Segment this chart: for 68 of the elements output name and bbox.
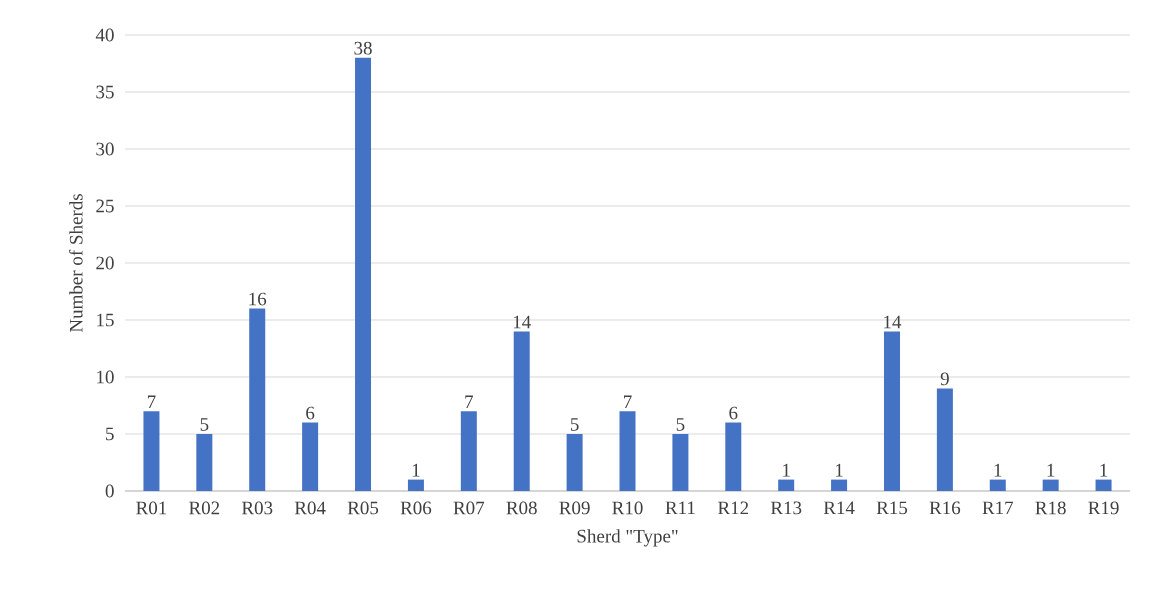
data-label: 16 [249,292,267,306]
x-tick-label: R14 [823,501,855,515]
x-tick-label: R01 [136,501,167,515]
bar [566,434,583,491]
bar [936,388,953,491]
x-tick-label: R04 [294,501,326,515]
data-label: 7 [465,395,474,408]
data-label: 14 [513,315,531,329]
y-axis-title: Number of Sherds [69,194,83,333]
x-tick-label: R19 [1088,501,1119,515]
data-label: 6 [729,406,738,420]
y-tick-label: 25 [96,199,114,213]
x-tick-label: R06 [400,501,432,515]
y-tick-label: 40 [95,28,114,42]
data-label: 1 [783,463,790,477]
x-tick-label: R12 [718,501,749,515]
x-tick-label: R10 [612,501,643,515]
bar [513,331,530,491]
y-tick-label: 10 [97,370,114,384]
data-label: 5 [200,418,209,431]
bar [355,57,372,491]
x-tick-label: R02 [189,501,220,515]
x-tick-label: R15 [876,501,908,515]
y-tick-label: 35 [96,85,114,99]
bar [778,479,795,491]
data-label: 6 [306,406,315,420]
bar [619,411,636,491]
bar [831,479,848,491]
bar [725,422,742,491]
bar [302,422,319,491]
data-label: 1 [836,463,843,477]
y-tick-label: 20 [96,256,114,270]
data-label: 7 [624,395,632,408]
x-tick-label: R05 [347,501,379,515]
x-tick-label: R08 [506,501,537,515]
data-label: 9 [940,372,949,386]
bar [196,434,213,491]
bar [249,308,266,491]
bar [1095,479,1112,491]
data-label: 7 [147,395,156,408]
x-tick-label: R13 [770,501,802,515]
bar [1042,479,1059,491]
bar [407,479,424,491]
data-label: 14 [884,315,902,329]
x-tick-label: R07 [453,501,485,515]
data-label: 1 [412,463,420,477]
y-tick-label: 0 [105,484,114,498]
x-tick-label: R03 [241,501,273,515]
data-label: 5 [570,418,579,431]
data-label: 1 [994,463,1002,477]
data-label: 5 [676,418,685,431]
bar [989,479,1006,491]
y-tick-label: 15 [97,313,114,327]
x-axis-title: Sherd "Type" [577,529,678,547]
x-tick-label: R17 [982,501,1014,515]
data-label: 38 [354,41,372,55]
data-label: 1 [1100,463,1108,477]
y-tick-label: 5 [106,427,114,441]
x-tick-label: R09 [559,501,590,515]
bar [883,331,900,491]
bar [672,434,689,491]
y-tick-label: 30 [96,142,114,156]
x-tick-label: R16 [929,501,961,515]
data-label: 1 [1047,463,1055,477]
x-tick-label: R11 [665,501,695,515]
x-tick-label: R18 [1035,501,1066,515]
bar [143,411,160,491]
bar [460,411,477,491]
